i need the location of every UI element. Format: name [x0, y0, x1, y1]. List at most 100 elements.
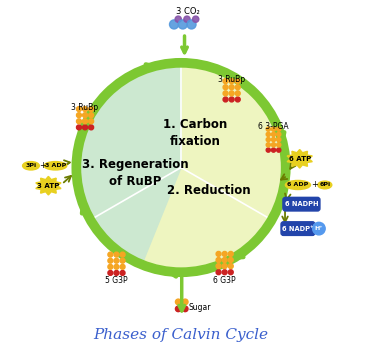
- Text: 6 NADP⁺: 6 NADP⁺: [282, 225, 314, 232]
- Circle shape: [272, 132, 276, 136]
- Text: +: +: [39, 161, 46, 170]
- Circle shape: [89, 107, 93, 112]
- Circle shape: [277, 143, 281, 147]
- Circle shape: [178, 20, 187, 29]
- Circle shape: [272, 138, 276, 142]
- Circle shape: [223, 97, 228, 102]
- Text: 3 RuBp: 3 RuBp: [218, 75, 245, 84]
- Circle shape: [187, 20, 196, 29]
- Text: 5 G3P: 5 G3P: [105, 276, 128, 285]
- Circle shape: [235, 91, 240, 96]
- Circle shape: [193, 16, 199, 22]
- Text: Sugar: Sugar: [189, 303, 211, 312]
- Circle shape: [83, 107, 87, 112]
- Text: 6 NADPH: 6 NADPH: [285, 201, 318, 207]
- Circle shape: [89, 125, 93, 130]
- Circle shape: [89, 119, 93, 124]
- Circle shape: [266, 138, 270, 142]
- Text: 3 RuBp: 3 RuBp: [72, 103, 98, 112]
- Circle shape: [77, 125, 82, 130]
- Circle shape: [266, 143, 270, 147]
- Circle shape: [108, 265, 113, 269]
- Text: H⁺: H⁺: [315, 226, 323, 231]
- Circle shape: [228, 251, 233, 256]
- Circle shape: [83, 125, 87, 130]
- Circle shape: [77, 113, 82, 118]
- Circle shape: [182, 299, 188, 305]
- Circle shape: [114, 270, 119, 275]
- Circle shape: [108, 252, 113, 257]
- Circle shape: [170, 20, 178, 29]
- Ellipse shape: [44, 162, 67, 170]
- Text: 2. Reduction: 2. Reduction: [167, 184, 251, 197]
- Circle shape: [83, 113, 87, 118]
- FancyBboxPatch shape: [281, 222, 315, 236]
- Circle shape: [77, 107, 82, 112]
- Circle shape: [175, 16, 182, 22]
- Circle shape: [216, 258, 221, 262]
- Text: 3 CO₂: 3 CO₂: [176, 7, 200, 16]
- Circle shape: [77, 119, 82, 124]
- Text: 3 ADP: 3 ADP: [45, 163, 66, 168]
- Text: 3Pi: 3Pi: [25, 163, 36, 168]
- Ellipse shape: [23, 162, 39, 170]
- Ellipse shape: [318, 181, 332, 189]
- Circle shape: [228, 258, 233, 262]
- Circle shape: [229, 91, 234, 96]
- Circle shape: [235, 97, 240, 102]
- Ellipse shape: [285, 180, 311, 190]
- Circle shape: [228, 270, 233, 275]
- Circle shape: [114, 252, 119, 257]
- Circle shape: [120, 258, 125, 263]
- Circle shape: [222, 251, 227, 256]
- Circle shape: [272, 127, 276, 131]
- Circle shape: [175, 306, 181, 312]
- Circle shape: [277, 127, 281, 131]
- Circle shape: [222, 264, 227, 269]
- Circle shape: [184, 16, 190, 22]
- Text: 6 ADP: 6 ADP: [287, 183, 309, 187]
- FancyBboxPatch shape: [283, 198, 320, 211]
- Circle shape: [222, 270, 227, 275]
- Circle shape: [222, 258, 227, 262]
- Circle shape: [108, 258, 113, 263]
- Wedge shape: [76, 63, 181, 265]
- Circle shape: [76, 63, 286, 272]
- Circle shape: [266, 127, 270, 131]
- Circle shape: [277, 148, 281, 152]
- Circle shape: [272, 143, 276, 147]
- Circle shape: [229, 97, 234, 102]
- Circle shape: [216, 264, 221, 269]
- Text: +: +: [312, 180, 319, 190]
- Circle shape: [235, 85, 240, 90]
- Circle shape: [120, 270, 125, 275]
- Circle shape: [89, 113, 93, 118]
- Polygon shape: [287, 149, 312, 168]
- Text: 6 ATP: 6 ATP: [288, 156, 311, 162]
- Circle shape: [223, 85, 228, 90]
- Circle shape: [83, 119, 87, 124]
- Circle shape: [182, 306, 188, 312]
- Circle shape: [175, 299, 181, 305]
- Circle shape: [216, 270, 221, 275]
- Text: 1. Carbon
fixation: 1. Carbon fixation: [163, 118, 227, 148]
- Text: Phases of Calvin Cycle: Phases of Calvin Cycle: [93, 328, 268, 342]
- Circle shape: [120, 265, 125, 269]
- Circle shape: [235, 79, 240, 84]
- Circle shape: [229, 85, 234, 90]
- Circle shape: [223, 91, 228, 96]
- Circle shape: [313, 222, 325, 235]
- Circle shape: [223, 79, 228, 84]
- Circle shape: [229, 79, 234, 84]
- Circle shape: [277, 132, 281, 136]
- Circle shape: [277, 138, 281, 142]
- Polygon shape: [36, 176, 61, 195]
- Circle shape: [228, 264, 233, 269]
- Circle shape: [108, 270, 113, 275]
- Circle shape: [272, 148, 276, 152]
- Text: 6 G3P: 6 G3P: [213, 276, 236, 285]
- Circle shape: [216, 251, 221, 256]
- Text: 6 3-PGA: 6 3-PGA: [258, 122, 289, 131]
- Circle shape: [266, 148, 270, 152]
- Circle shape: [266, 132, 270, 136]
